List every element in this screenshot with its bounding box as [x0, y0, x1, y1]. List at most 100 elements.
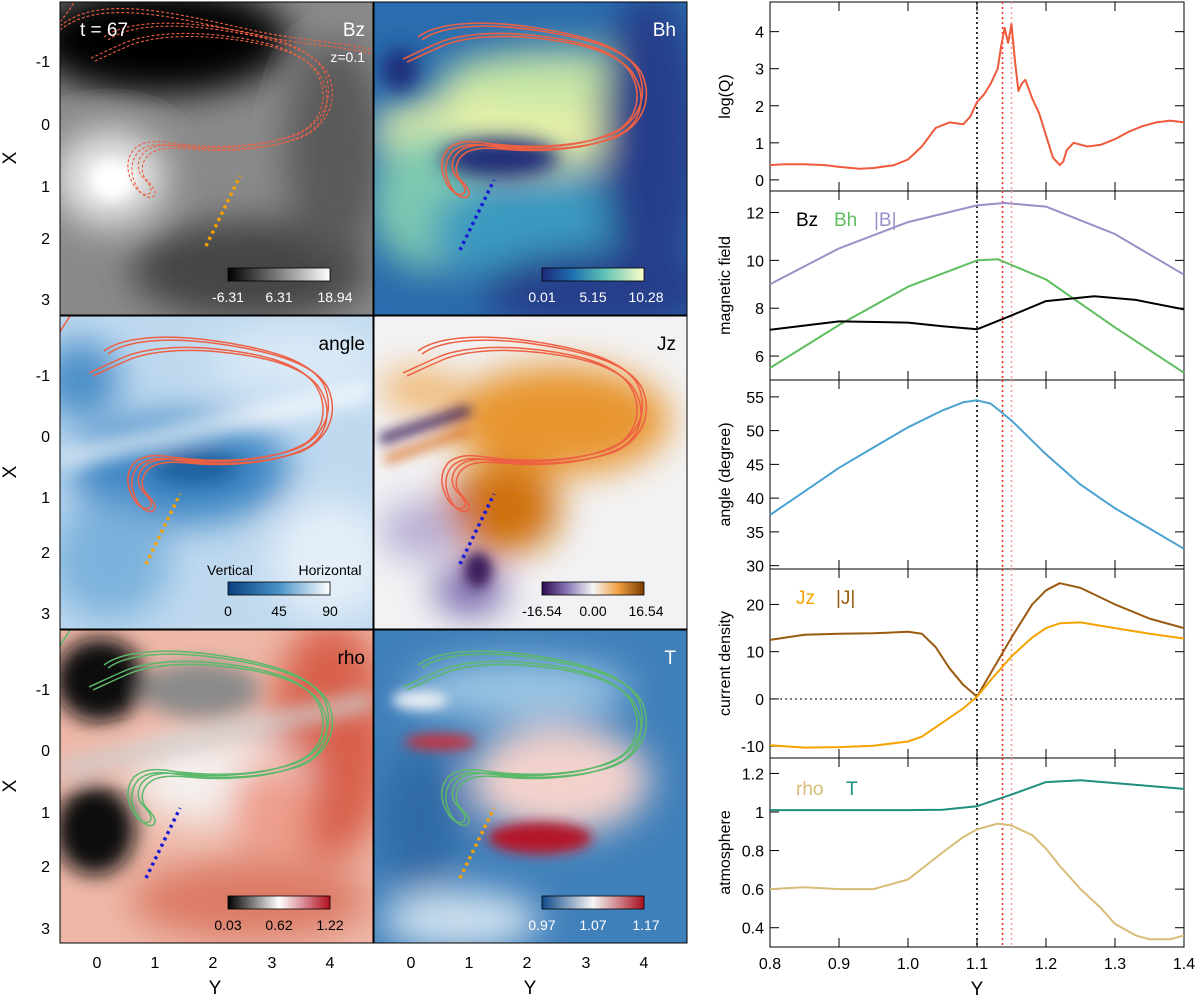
x-tick-label: 2 — [209, 955, 218, 972]
angle-cbar-tick: 90 — [322, 603, 338, 619]
x-tick-label: 1.3 — [1104, 956, 1126, 973]
cut-line-t — [458, 807, 496, 879]
jz-cbar-tick: 16.54 — [628, 603, 663, 619]
y-tick-label: 1 — [755, 805, 764, 822]
y-tick-label: 0 — [755, 173, 764, 190]
line-panel-3: 30 35 40 45 50 55 angle (degree) — [717, 379, 1185, 576]
x-tick-label: 1.2 — [1035, 956, 1057, 973]
rho-panel: rho 0.03 0.62 1.22 — [59, 629, 374, 944]
y-tick-label: 2 — [41, 859, 50, 876]
y-tick-label: 10 — [746, 645, 764, 662]
angle-cbar-tick: 45 — [271, 603, 287, 619]
y-axis-label: current density — [717, 611, 734, 716]
y-tick-label: 55 — [746, 390, 764, 407]
rho-colorbar — [227, 895, 331, 910]
y-axis-label: X — [0, 779, 21, 792]
x-axis-label: Y — [971, 979, 984, 1000]
jz-cbar-tick: 0.00 — [579, 603, 606, 619]
series-line-rho — [769, 822, 1185, 941]
y-tick-label: 3 — [755, 62, 764, 79]
line-panel-1: 0 1 2 3 4 log(Q) — [717, 1, 1185, 192]
jz-panel: Jz -16.54 0.00 16.54 — [373, 315, 688, 630]
bz-panel: t = 67 Bz z=0.1 -6.31 6.31 18.94 — [59, 1, 374, 316]
cut-line-bh — [458, 179, 496, 251]
bh-colorbar — [541, 267, 645, 282]
t-cbar-tick: 1.17 — [632, 917, 659, 933]
x-tick-label: 1.4 — [1173, 956, 1195, 973]
y-tick-label: -1 — [36, 54, 50, 71]
t-title: T — [664, 648, 676, 669]
x-tick-label: 3 — [582, 955, 591, 972]
bh-cbar-tick: 10.28 — [628, 289, 663, 305]
bz-colorbar — [227, 267, 331, 282]
line-panel-5: 0.4 0.6 0.8 1 1.2 atmosphere rho T — [717, 757, 1185, 948]
x-tick-label: 1.0 — [897, 956, 919, 973]
legend-entry: Bz — [796, 210, 818, 231]
t-cbar-tick: 0.97 — [528, 917, 555, 933]
t-colorbar — [541, 895, 645, 910]
bz-subtitle: z=0.1 — [330, 49, 365, 65]
y-tick-label: 1 — [755, 136, 764, 153]
legend-entry: |B| — [874, 210, 897, 231]
angle-cbar-right: Horizontal — [298, 562, 361, 578]
bh-panel: Bh 0.01 5.15 10.28 — [373, 1, 688, 316]
cut-line-bz — [204, 175, 242, 247]
angle-panel: angle Vertical Horizontal 0 45 90 — [59, 315, 374, 630]
series-line-logQ — [769, 23, 1185, 170]
x-tick-label: 1 — [151, 955, 160, 972]
y-tick-label: 0 — [755, 692, 764, 709]
x-axis-label: Y — [209, 978, 222, 999]
jz-title: Jz — [657, 334, 676, 355]
y-tick-label: 3 — [41, 292, 50, 309]
y-tick-label: 0.4 — [742, 921, 764, 938]
y-axis-label: magnetic field — [717, 236, 734, 335]
x-tick-label: 3 — [268, 955, 277, 972]
rho-cbar-tick: 0.62 — [265, 917, 292, 933]
y-tick-label: 2 — [41, 231, 50, 248]
jz-colorbar — [541, 581, 645, 596]
y-tick-label: 30 — [746, 559, 764, 576]
angle-cbar-tick: 0 — [224, 603, 232, 619]
rho-cbar-tick: 1.22 — [316, 917, 343, 933]
y-tick-label: 1 — [41, 179, 50, 196]
series-line-Bz — [769, 295, 1185, 331]
bh-cbar-tick: 5.15 — [579, 289, 606, 305]
series-line-Bh — [769, 258, 1185, 374]
legend-entry: |J| — [836, 588, 855, 609]
jz-cbar-tick: -16.54 — [522, 603, 562, 619]
x-tick-label: 4 — [640, 955, 649, 972]
x-tick-label: 0.8 — [759, 956, 781, 973]
y-axis-label: angle (degree) — [717, 422, 734, 526]
cut-line-jz — [458, 493, 496, 565]
line-panel-2: 6 8 10 12 magnetic field Bz Bh |B| — [717, 190, 1185, 381]
bh-cbar-tick: 0.01 — [528, 289, 555, 305]
cut-line-angle — [144, 493, 182, 565]
y-tick-label: 6 — [755, 349, 764, 366]
series-line-B — [769, 202, 1185, 286]
bz-cbar-tick: -6.31 — [212, 289, 244, 305]
y-tick-label: 10 — [746, 253, 764, 270]
bz-cbar-tick: 6.31 — [265, 289, 292, 305]
t-panel: T 0.97 1.07 1.17 — [373, 629, 688, 944]
x-tick-label: 2 — [523, 955, 532, 972]
y-tick-label: -10 — [741, 739, 764, 756]
y-tick-label: 1 — [41, 490, 50, 507]
t-cbar-tick: 1.07 — [579, 917, 606, 933]
legend-entry: Jz — [796, 588, 815, 609]
x-tick-label: 1 — [465, 955, 474, 972]
y-tick-label: 20 — [746, 597, 764, 614]
y-tick-label: 3 — [41, 921, 50, 938]
line-panel-4: -10 0 10 20 current density Jz |J| — [717, 568, 1185, 759]
x-tick-label: 0.9 — [828, 956, 850, 973]
rho-cbar-tick: 0.03 — [214, 917, 241, 933]
y-tick-label: 35 — [746, 525, 764, 542]
y-tick-label: 4 — [755, 25, 764, 42]
angle-colorbar — [227, 581, 331, 596]
series-line-Jz — [769, 621, 1185, 749]
y-tick-label: -1 — [36, 682, 50, 699]
y-axis-label: X — [0, 151, 21, 164]
y-tick-label: 2 — [41, 545, 50, 562]
x-tick-label: 0 — [407, 955, 416, 972]
